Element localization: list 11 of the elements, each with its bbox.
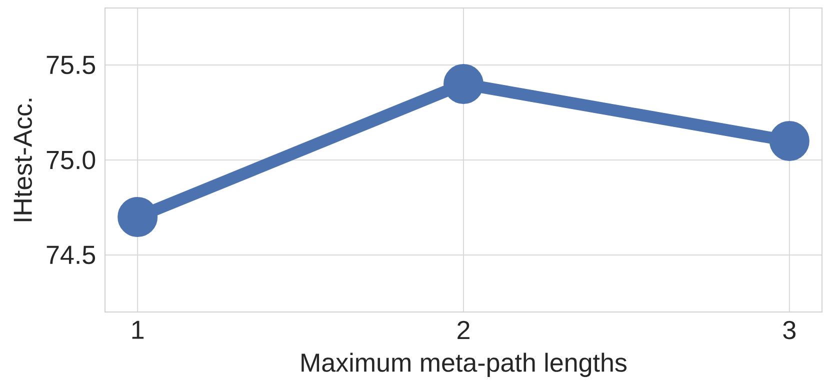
y-tick-label: 75.0 bbox=[46, 150, 96, 170]
x-tick-label: 3 bbox=[783, 320, 796, 340]
x-axis-title: Maximum meta-path lengths bbox=[302, 352, 627, 378]
y-axis-title: IHtest-Acc. bbox=[14, 98, 32, 222]
x-tick-label: 1 bbox=[132, 320, 144, 339]
point bbox=[444, 64, 484, 104]
y-tick-label: 74.5 bbox=[46, 246, 96, 264]
y-tick-label: 75.5 bbox=[46, 56, 96, 74]
point bbox=[769, 121, 810, 161]
x-tick-label: 2 bbox=[458, 320, 470, 340]
point bbox=[118, 197, 158, 237]
